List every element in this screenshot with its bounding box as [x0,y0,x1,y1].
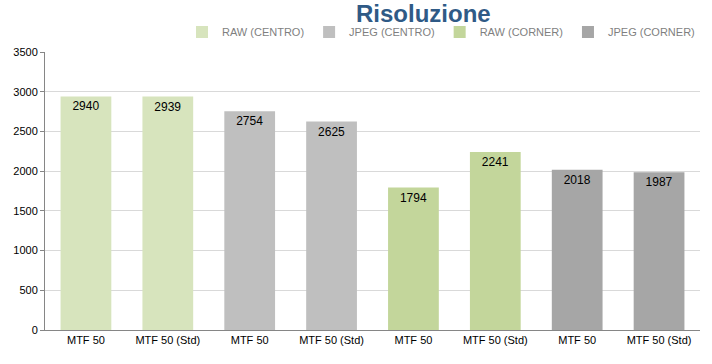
svg-text:JPEG (CORNER): JPEG (CORNER) [608,26,695,38]
svg-text:2500: 2500 [13,125,37,137]
svg-text:MTF 50: MTF 50 [558,334,596,346]
svg-text:2241: 2241 [482,155,509,169]
svg-text:MTF 50: MTF 50 [67,334,105,346]
svg-text:2939: 2939 [154,100,181,114]
svg-text:0: 0 [32,324,38,336]
svg-text:MTF 50 (Std): MTF 50 (Std) [627,334,692,346]
svg-text:2018: 2018 [564,173,591,187]
svg-text:MTF 50 (Std): MTF 50 (Std) [299,334,364,346]
svg-text:1794: 1794 [400,191,427,205]
svg-text:2754: 2754 [236,114,263,128]
svg-text:1500: 1500 [13,205,37,217]
svg-text:1000: 1000 [13,244,37,256]
svg-text:MTF 50: MTF 50 [231,334,269,346]
svg-text:3500: 3500 [13,46,37,58]
svg-text:1987: 1987 [646,175,673,189]
svg-text:RAW (CORNER): RAW (CORNER) [480,26,563,38]
svg-text:2000: 2000 [13,165,37,177]
svg-text:Risoluzione: Risoluzione [356,0,491,27]
svg-text:3000: 3000 [13,86,37,98]
svg-text:RAW (CENTRO): RAW (CENTRO) [222,26,304,38]
svg-text:500: 500 [19,284,37,296]
svg-text:2940: 2940 [72,99,99,113]
svg-text:MTF 50 (Std): MTF 50 (Std) [135,334,200,346]
svg-text:2625: 2625 [318,125,345,139]
svg-text:JPEG (CENTRO): JPEG (CENTRO) [349,26,435,38]
svg-text:MTF 50: MTF 50 [394,334,432,346]
svg-text:MTF 50 (Std): MTF 50 (Std) [463,334,528,346]
